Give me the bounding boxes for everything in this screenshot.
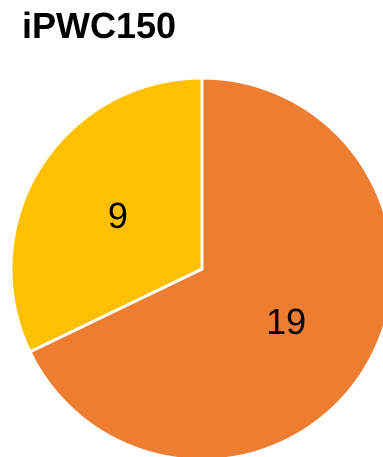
pie-data-labels: 19 9 <box>108 195 306 342</box>
pie-data-label-0: 19 <box>266 301 306 342</box>
chart-title: iPWC150 <box>22 5 177 46</box>
pie-slice-1 <box>9 76 204 354</box>
pie-slices <box>9 76 383 457</box>
pie-slice-0 <box>27 76 383 457</box>
pie-data-label-1: 9 <box>108 195 128 236</box>
